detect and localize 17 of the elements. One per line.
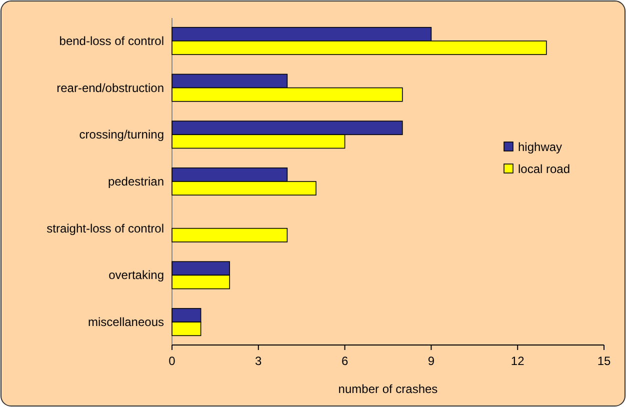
- x-tick-label: 15: [597, 354, 611, 368]
- y-tick-label: crossing/turning: [79, 128, 164, 142]
- legend-label: local road: [518, 162, 570, 176]
- y-tick-label: miscellaneous: [88, 315, 164, 330]
- y-tick-label: rear-end/obstruction: [56, 80, 164, 95]
- x-tick-label: 9: [428, 354, 435, 368]
- legend-label: highway: [518, 140, 562, 154]
- x-tick-label: 0: [168, 354, 176, 368]
- y-tick-label: overtaking: [108, 268, 164, 282]
- x-tick-label: 12: [510, 354, 525, 368]
- x-tick-label: 3: [255, 354, 262, 368]
- y-tick-label: straight-loss of control: [46, 221, 164, 236]
- x-axis-title: number of crashes: [338, 382, 438, 396]
- y-tick-label: pedestrian: [108, 174, 164, 188]
- bar: [172, 228, 288, 242]
- x-tick-label: 6: [341, 354, 348, 368]
- y-tick-label: bend-loss of control: [59, 34, 164, 48]
